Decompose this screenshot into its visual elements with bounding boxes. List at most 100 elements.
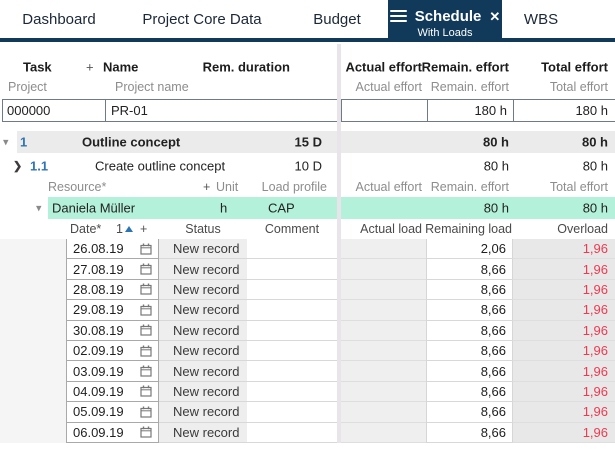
calendar-icon[interactable] bbox=[140, 304, 152, 316]
calendar-icon[interactable] bbox=[140, 263, 152, 275]
load-row[interactable]: 03.09.19 New record 8,66 1,96 bbox=[0, 361, 615, 382]
remaining-load-cell[interactable]: 8,66 bbox=[426, 381, 512, 403]
load-row[interactable]: 02.09.19 New record 8,66 1,96 bbox=[0, 340, 615, 362]
date-field[interactable]: 27.08.19 bbox=[66, 259, 159, 280]
load-row[interactable]: 28.08.19 New record 8,66 1,96 bbox=[0, 279, 615, 301]
tab-project-core-data[interactable]: Project Core Data bbox=[118, 0, 286, 38]
date-field[interactable]: 04.09.19 bbox=[66, 381, 159, 403]
tab-budget[interactable]: Budget bbox=[286, 0, 388, 38]
overload-cell: 1,96 bbox=[512, 361, 615, 382]
comment-cell[interactable] bbox=[247, 279, 337, 301]
remaining-load-cell[interactable]: 8,66 bbox=[426, 340, 512, 362]
date-field[interactable]: 29.08.19 bbox=[66, 300, 159, 321]
date-field[interactable]: 03.09.19 bbox=[66, 361, 159, 382]
remaining-load-cell[interactable]: 8,66 bbox=[426, 259, 512, 280]
actual-load-cell[interactable] bbox=[341, 422, 426, 443]
actual-load-cell[interactable] bbox=[341, 239, 426, 260]
chevron-down-icon[interactable]: ▾ bbox=[3, 136, 9, 149]
comment-cell[interactable] bbox=[247, 340, 337, 362]
comment-cell[interactable] bbox=[247, 381, 337, 403]
actual-load-cell[interactable] bbox=[341, 381, 426, 403]
calendar-icon[interactable] bbox=[140, 426, 152, 438]
status-cell[interactable]: New record bbox=[159, 402, 247, 423]
actual-load-cell[interactable] bbox=[341, 279, 426, 301]
remaining-load-cell[interactable]: 8,66 bbox=[426, 422, 512, 443]
actual-load-cell[interactable] bbox=[341, 300, 426, 321]
actual-load-cell[interactable] bbox=[341, 361, 426, 382]
add-date-button[interactable]: + bbox=[140, 222, 148, 236]
comment-cell[interactable] bbox=[247, 422, 337, 443]
comment-cell[interactable] bbox=[247, 259, 337, 280]
status-cell[interactable]: New record bbox=[159, 361, 247, 382]
chevron-right-icon[interactable]: ❯ bbox=[13, 160, 23, 173]
date-field[interactable]: 06.09.19 bbox=[66, 422, 159, 443]
date-field[interactable]: 02.09.19 bbox=[66, 340, 159, 362]
resource-row[interactable]: ▾ Daniela Müller h CAP 80 h 80 h bbox=[0, 197, 615, 219]
project-id-field[interactable]: 000000 bbox=[2, 99, 109, 122]
pane-divider[interactable] bbox=[337, 44, 341, 443]
actual-load-cell[interactable] bbox=[341, 402, 426, 423]
tab-dashboard[interactable]: Dashboard bbox=[0, 0, 118, 38]
close-icon[interactable]: ✕ bbox=[489, 8, 501, 24]
calendar-icon[interactable] bbox=[140, 385, 152, 398]
tab-schedule-active[interactable]: Schedule ✕ With Loads bbox=[388, 0, 502, 42]
comment-cell[interactable] bbox=[247, 361, 337, 382]
load-row[interactable]: 26.08.19 New record 2,06 1,96 bbox=[0, 239, 615, 260]
menu-icon[interactable] bbox=[389, 7, 407, 24]
row-gutter bbox=[0, 279, 66, 301]
calendar-icon[interactable] bbox=[140, 406, 152, 418]
add-resource-button[interactable]: + bbox=[203, 179, 211, 194]
calendar-icon[interactable] bbox=[140, 345, 152, 357]
project-actual-effort-field[interactable] bbox=[342, 100, 427, 121]
project-effort-fields[interactable]: 180 h 180 h bbox=[341, 99, 615, 122]
col-actual-load: Actual load bbox=[360, 222, 422, 236]
add-column-button[interactable]: + bbox=[86, 59, 94, 74]
overload-cell: 1,96 bbox=[512, 300, 615, 321]
calendar-icon[interactable] bbox=[140, 283, 152, 296]
chevron-down-icon[interactable]: ▾ bbox=[36, 202, 42, 215]
remaining-load-cell[interactable]: 8,66 bbox=[426, 279, 512, 301]
comment-cell[interactable] bbox=[247, 239, 337, 260]
status-cell[interactable]: New record bbox=[159, 300, 247, 321]
comment-cell[interactable] bbox=[247, 320, 337, 341]
status-cell[interactable]: New record bbox=[159, 340, 247, 362]
status-cell[interactable]: New record bbox=[159, 259, 247, 280]
date-field[interactable]: 28.08.19 bbox=[66, 279, 159, 301]
tab-wbs[interactable]: WBS bbox=[502, 0, 580, 38]
status-cell[interactable]: New record bbox=[159, 279, 247, 301]
status-cell[interactable]: New record bbox=[159, 239, 247, 260]
col-overload: Overload bbox=[557, 222, 608, 236]
status-cell[interactable]: New record bbox=[159, 422, 247, 443]
project-remain-effort-field[interactable]: 180 h bbox=[427, 100, 513, 121]
sort-indicator[interactable]: 1 bbox=[116, 222, 133, 236]
remaining-load-cell[interactable]: 8,66 bbox=[426, 361, 512, 382]
remaining-load-cell[interactable]: 8,66 bbox=[426, 300, 512, 321]
load-row[interactable]: 29.08.19 New record 8,66 1,96 bbox=[0, 300, 615, 321]
tab-bar: Dashboard Project Core Data Budget Sched… bbox=[0, 0, 615, 42]
date-field[interactable]: 30.08.19 bbox=[66, 320, 159, 341]
project-name-field[interactable]: PR-01 bbox=[105, 99, 344, 122]
comment-cell[interactable] bbox=[247, 402, 337, 423]
calendar-icon[interactable] bbox=[140, 243, 152, 255]
status-cell[interactable]: New record bbox=[159, 381, 247, 403]
load-row[interactable]: 04.09.19 New record 8,66 1,96 bbox=[0, 381, 615, 403]
task-row-1[interactable]: ▾ 1 Outline concept 15 D 80 h 80 h bbox=[0, 131, 615, 153]
calendar-icon[interactable] bbox=[140, 365, 152, 377]
calendar-icon[interactable] bbox=[140, 324, 152, 336]
comment-cell[interactable] bbox=[247, 300, 337, 321]
actual-load-cell[interactable] bbox=[341, 320, 426, 341]
date-field[interactable]: 26.08.19 bbox=[66, 239, 159, 260]
actual-load-cell[interactable] bbox=[341, 259, 426, 280]
load-row[interactable]: 27.08.19 New record 8,66 1,96 bbox=[0, 259, 615, 280]
project-total-effort-field[interactable]: 180 h bbox=[513, 100, 614, 121]
date-field[interactable]: 05.09.19 bbox=[66, 402, 159, 423]
load-row[interactable]: 06.09.19 New record 8,66 1,96 bbox=[0, 422, 615, 443]
load-row[interactable]: 30.08.19 New record 8,66 1,96 bbox=[0, 320, 615, 341]
status-cell[interactable]: New record bbox=[159, 320, 247, 341]
load-row[interactable]: 05.09.19 New record 8,66 1,96 bbox=[0, 402, 615, 423]
remaining-load-cell[interactable]: 8,66 bbox=[426, 402, 512, 423]
task-row-1-1[interactable]: ❯ 1.1 Create outline concept 10 D 80 h 8… bbox=[0, 155, 615, 177]
remaining-load-cell[interactable]: 8,66 bbox=[426, 320, 512, 341]
actual-load-cell[interactable] bbox=[341, 340, 426, 362]
remaining-load-cell[interactable]: 2,06 bbox=[426, 239, 512, 260]
